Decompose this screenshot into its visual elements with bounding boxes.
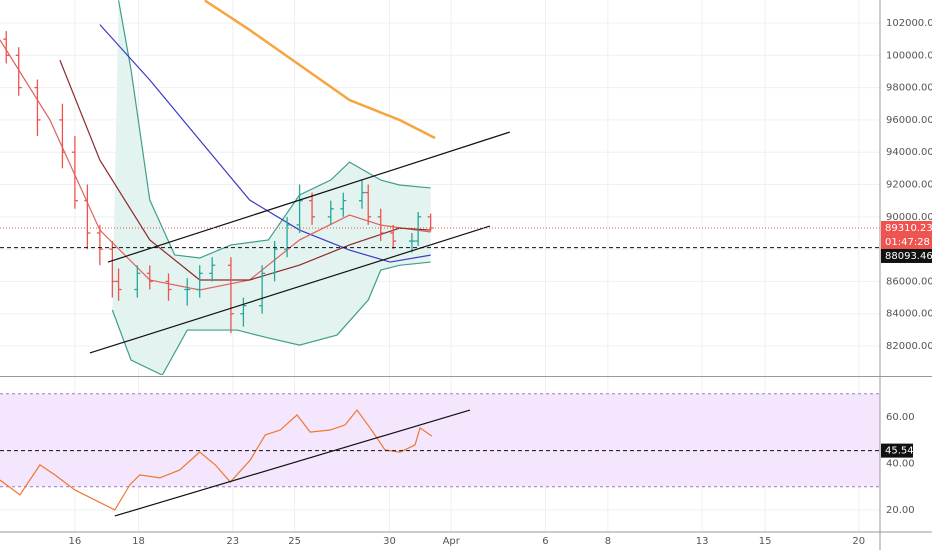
x-tick-label: 20: [852, 536, 865, 547]
price-pane: [0, 0, 880, 375]
x-tick-label: 16: [69, 536, 82, 547]
indicator-line: [111, 261, 431, 375]
x-tick-label: Apr: [443, 536, 461, 547]
marker-label: 45.54: [885, 446, 914, 457]
rsi-band: [0, 393, 880, 487]
y-tick-label: 94000.00: [886, 147, 932, 158]
x-tick-label: 18: [132, 536, 145, 547]
trendline: [107, 131, 511, 263]
price-label: 89310.23: [885, 223, 932, 234]
x-tick-label: 30: [383, 536, 396, 547]
y-tick-label: 102000.00: [886, 18, 932, 29]
indicator-line: [59, 59, 431, 281]
y-tick-label: 60.00: [886, 412, 915, 423]
y-tick-label: 82000.00: [886, 341, 932, 352]
indicator-line: [204, 0, 436, 140]
countdown: 01:47:28: [885, 237, 930, 248]
marker-label-box: [881, 248, 932, 263]
y-tick-label: 40.00: [886, 458, 915, 469]
x-tick-label: 25: [288, 536, 301, 547]
x-tick-label: 8: [605, 536, 611, 547]
y-tick-label: 92000.00: [886, 180, 932, 191]
countdown-box: [881, 234, 932, 249]
rsi-pane: [0, 393, 880, 517]
y-tick-label: 96000.00: [886, 115, 932, 126]
y-tick-label: 84000.00: [886, 309, 932, 320]
price-label-box: [881, 220, 932, 235]
y-tick-label: 86000.00: [886, 276, 932, 287]
x-tick-label: 23: [226, 536, 239, 547]
rsi-line: [0, 409, 433, 511]
y-tick-label: 100000.00: [886, 50, 932, 61]
y-tick-label: 98000.00: [886, 83, 932, 94]
trendline: [114, 409, 471, 517]
x-tick-label: 15: [759, 536, 772, 547]
indicator-line: [117, 0, 431, 259]
band-fill: [112, 0, 431, 375]
marker-label: 88093.46: [885, 251, 932, 262]
marker-label-box: [881, 443, 913, 458]
y-tick-label: 90000.00: [886, 212, 932, 223]
x-tick-label: 6: [542, 536, 548, 547]
x-tick-label: 13: [696, 536, 709, 547]
y-tick-label: 20.00: [886, 505, 915, 516]
